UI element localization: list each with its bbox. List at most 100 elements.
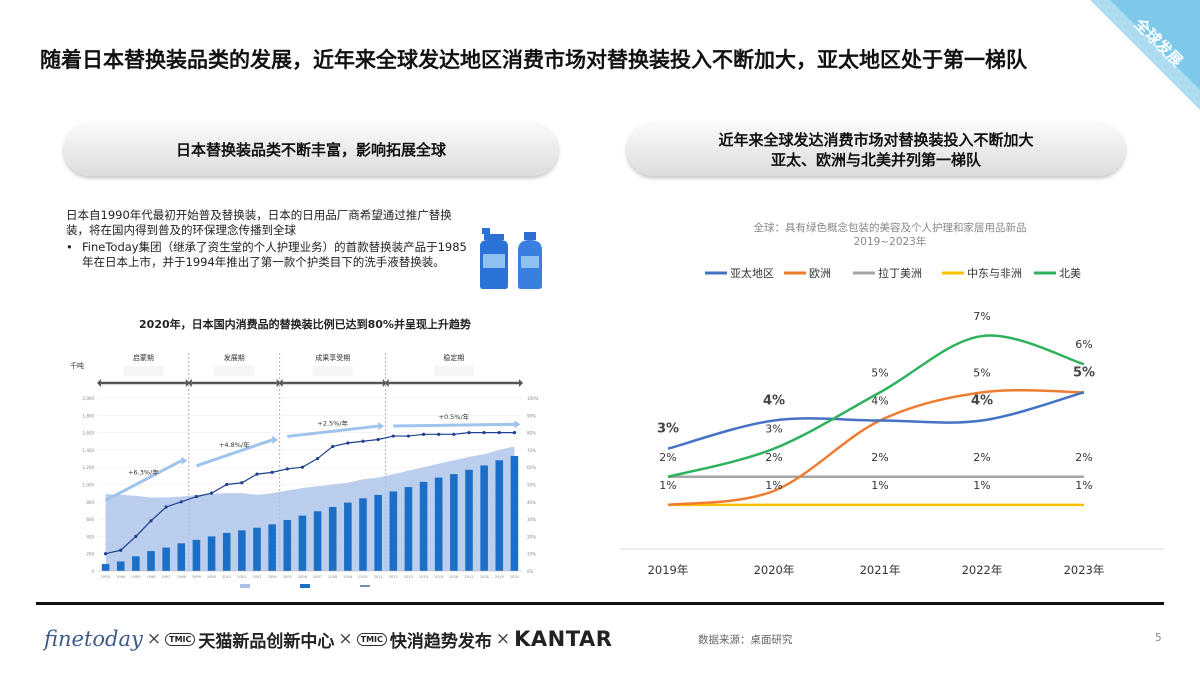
refill-ratio-point — [452, 432, 456, 436]
refill-ratio-point — [467, 431, 471, 435]
data-label: 2% — [765, 451, 782, 464]
right-x-tick: 2023年 — [1064, 563, 1105, 577]
left-x-tick: 1999 — [192, 575, 202, 579]
phase-note — [433, 366, 474, 376]
growth-arrowhead — [378, 422, 385, 431]
refill-volume-bar — [495, 460, 504, 571]
series-line — [667, 391, 1085, 450]
left-x-tick: 2017 — [464, 575, 473, 579]
left-x-tick: 2013 — [404, 575, 413, 579]
right-y-tick: 20% — [527, 534, 536, 539]
growth-arrowhead — [272, 435, 279, 444]
left-x-tick: 2016 — [449, 575, 459, 579]
times-separator: × — [495, 629, 511, 649]
left-x-tick: 2003 — [252, 575, 261, 579]
refill-volume-bar — [480, 465, 488, 571]
refill-ratio-point — [134, 534, 138, 538]
refill-volume-bar — [101, 564, 110, 571]
refill-ratio-point — [497, 431, 501, 435]
left-y-tick: 200 — [86, 552, 94, 557]
data-label: 2% — [659, 451, 676, 464]
refill-ratio-point — [437, 432, 441, 436]
data-label: 2% — [973, 451, 990, 464]
refill-volume-bar — [222, 532, 231, 571]
right-chart-subtitle: 2019~2023年 — [854, 235, 927, 248]
refill-ratio-point — [361, 439, 365, 443]
refill-bottle-icon — [480, 228, 542, 289]
refill-volume-bar — [313, 511, 322, 571]
data-label: 4% — [971, 394, 993, 409]
refill-ratio-point — [240, 481, 244, 485]
left-x-tick: 2000 — [207, 575, 217, 579]
left-x-tick: 2008 — [328, 575, 338, 579]
refill-volume-bar — [434, 477, 443, 571]
refill-ratio-point — [194, 495, 199, 499]
refill-volume-bar — [510, 455, 519, 571]
data-label: 1% — [659, 479, 676, 492]
left-chart-ylabel: 千吨 — [70, 361, 84, 370]
left-x-tick: 2011 — [374, 575, 383, 579]
refill-volume-bar — [465, 469, 473, 571]
refill-ratio-point — [164, 505, 168, 509]
refill-ratio-line — [105, 431, 515, 555]
growth-arrow — [287, 424, 379, 438]
data-label: 2% — [871, 451, 888, 464]
legend-entry: 亚太地区 — [730, 267, 774, 280]
data-label: 1% — [973, 479, 990, 492]
bullet-item: • FineToday集团（继承了资生堂的个人护理业务）的首款替换装产品于198… — [66, 240, 471, 270]
data-label: 1% — [1075, 479, 1092, 492]
data-label: 5% — [1073, 365, 1095, 380]
refill-ratio-point — [331, 444, 335, 449]
data-label: 4% — [763, 394, 785, 409]
bullet-dot-icon: • — [66, 240, 73, 254]
legend-entry: 欧洲 — [809, 267, 831, 280]
left-y-tick: 2,000 — [83, 396, 95, 401]
left-x-tick: 2019 — [495, 575, 505, 579]
refill-volume-bar — [344, 502, 352, 571]
left-y-tick: 400 — [86, 534, 94, 539]
growth-rate-label: +4.8%/年 — [219, 440, 250, 449]
phase-arrowtail — [187, 379, 192, 387]
corner-tag: 全球发展 — [1090, 0, 1200, 110]
data-label: 5% — [973, 366, 990, 379]
right-y-tick: 50% — [527, 483, 536, 488]
growth-arrow — [104, 459, 182, 502]
refill-volume-bar — [389, 491, 398, 571]
data-label: 3% — [765, 423, 782, 436]
data-source: 数据来源：桌面研究 — [698, 634, 793, 646]
left-y-tick: 1,600 — [83, 431, 95, 436]
left-x-tick: 1996 — [146, 575, 156, 579]
left-chart: 启蒙期 发展期 成果享受期 稳定期 千吨 0 0% 200 10% 400 20% 600 30% 80… — [70, 353, 539, 588]
refill-volume-bar — [192, 539, 201, 571]
refill-volume-bar — [283, 519, 292, 571]
left-x-tick: 2018 — [480, 575, 490, 579]
phase-note — [123, 366, 164, 376]
times-separator: × — [338, 629, 353, 649]
right-y-tick: 40% — [527, 500, 536, 505]
tmall-innovation-center: 天猫新品创新中心 — [198, 631, 335, 652]
right-x-tick: 2021年 — [860, 563, 901, 577]
finetoday-logo: finetoday — [44, 627, 143, 651]
refill-ratio-point — [179, 500, 183, 504]
right-y-tick: 70% — [527, 448, 536, 453]
phase-note — [312, 366, 353, 376]
left-x-tick: 1994 — [116, 575, 126, 579]
refill-volume-bar — [328, 506, 337, 571]
data-label: 7% — [973, 310, 990, 323]
series-line — [667, 334, 1085, 478]
left-x-tick: 1997 — [162, 575, 171, 579]
refill-volume-bar — [404, 487, 413, 571]
left-x-tick: 1993 — [101, 575, 110, 579]
refill-ratio-point — [482, 431, 486, 435]
times-separator: × — [146, 629, 162, 649]
right-y-tick: 30% — [527, 517, 536, 522]
growth-arrowhead — [514, 420, 521, 429]
refill-volume-bar — [147, 551, 155, 571]
refill-ratio-point — [255, 472, 259, 476]
growth-rate-label: +2.5%/年 — [317, 418, 348, 427]
phase-arrowtail — [384, 379, 389, 387]
refill-volume-bar — [298, 515, 307, 571]
fmcg-trend-release: 快消趋势发布 — [389, 631, 492, 652]
phase-arrowhead — [519, 379, 523, 387]
right-heading-line1: 近年来全球发达消费市场对替换装投入不断加大 — [718, 131, 1034, 149]
